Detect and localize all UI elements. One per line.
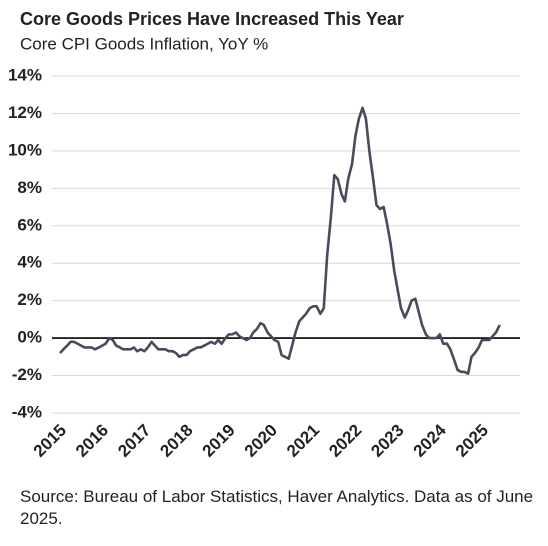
chart-title: Core Goods Prices Have Increased This Ye…	[20, 9, 404, 29]
x-tick-label: 2019	[199, 421, 239, 461]
chart-subtitle: Core CPI Goods Inflation, YoY %	[20, 34, 268, 53]
y-tick-label: -4%	[12, 402, 42, 421]
y-tick-label: 12%	[8, 103, 42, 122]
x-tick-label: 2025	[452, 421, 492, 461]
x-tick-label: 2024	[410, 420, 451, 461]
x-tick-label: 2020	[241, 421, 281, 461]
x-tick-label: 2015	[30, 421, 70, 461]
y-tick-label: 4%	[17, 253, 42, 272]
y-tick-label: 10%	[8, 140, 42, 159]
chart: Core Goods Prices Have Increased This Ye…	[8, 9, 520, 461]
source-note: Source: Bureau of Labor Statistics, Have…	[20, 487, 534, 528]
x-tick-label: 2022	[325, 421, 365, 461]
x-tick-label: 2021	[283, 421, 323, 461]
x-tick-label: 2016	[72, 421, 112, 461]
y-tick-label: -2%	[12, 365, 42, 384]
y-tick-label: 0%	[17, 328, 42, 347]
y-tick-label: 2%	[17, 290, 42, 309]
y-tick-label: 14%	[8, 65, 42, 84]
x-tick-label: 2018	[156, 421, 196, 461]
y-tick-label: 6%	[17, 215, 42, 234]
y-tick-label: 8%	[17, 178, 42, 197]
x-tick-label: 2017	[114, 421, 154, 461]
x-tick-label: 2023	[367, 421, 407, 461]
data-line	[59, 106, 501, 375]
